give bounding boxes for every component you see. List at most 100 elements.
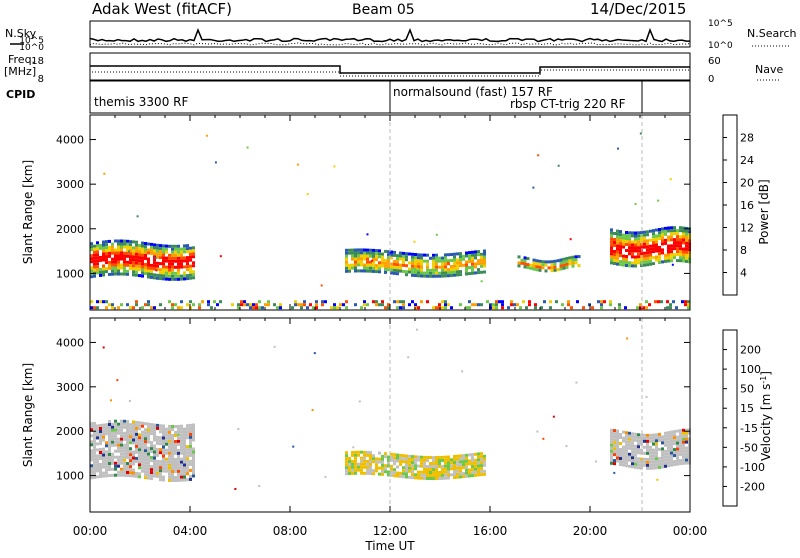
echo-cell (96, 475, 99, 479)
echo-cell (414, 262, 417, 265)
echo-cell (162, 247, 165, 251)
echo-cell (108, 450, 111, 453)
echo-cell (132, 252, 135, 256)
echo-cell (117, 440, 120, 444)
echo-cell (345, 300, 348, 304)
echo-cell (147, 269, 150, 273)
echo-cell (610, 455, 613, 459)
echo-cell (360, 459, 363, 463)
echo-cell (619, 436, 622, 439)
echo-cell (189, 273, 192, 277)
echo-cell (111, 461, 114, 465)
colorbar-tick-label: 200 (740, 344, 761, 357)
echo-cell (168, 436, 171, 440)
echo-cell (153, 456, 156, 460)
echo-cell (622, 463, 625, 467)
echo-cell (114, 440, 117, 444)
echo-cell (171, 437, 174, 440)
echo-cell (408, 466, 411, 470)
echo-cell (313, 352, 316, 355)
echo-cell (123, 464, 126, 468)
echo-cell (201, 300, 204, 304)
echo-cell (649, 229, 652, 233)
echo-cell (354, 462, 357, 466)
echo-cell (183, 475, 186, 479)
echo-cell (159, 448, 162, 452)
echo-cell (96, 442, 99, 446)
echo-cell (93, 247, 96, 251)
echo-cell (123, 467, 126, 471)
echo-cell (610, 228, 613, 232)
echo-cell (619, 260, 622, 264)
echo-cell (129, 423, 132, 427)
echo-cell (381, 469, 384, 473)
echo-cell (99, 469, 102, 472)
echo-cell (444, 256, 447, 260)
echo-cell (538, 262, 542, 266)
echo-cell (219, 300, 222, 304)
echo-cell (670, 244, 673, 248)
echo-cell (360, 248, 363, 252)
echo-cell (393, 462, 396, 466)
xtick-label: 04:00 (173, 524, 208, 538)
echo-cell (117, 443, 120, 447)
echo-cell (408, 267, 411, 271)
echo-cell (105, 258, 108, 262)
echo-cell (613, 450, 616, 454)
echo-cell (168, 256, 171, 260)
echo-cell (111, 455, 114, 459)
echo-cell (375, 303, 378, 307)
echo-cell (649, 247, 652, 251)
echo-cell (667, 434, 670, 438)
echo-cell (432, 265, 435, 269)
echo-cell (390, 470, 393, 474)
echo-cell (345, 257, 348, 261)
echo-cell (679, 462, 682, 466)
power-echoes (90, 132, 691, 310)
echo-cell (138, 439, 141, 443)
echo-cell (672, 300, 675, 304)
echo-cell (414, 473, 417, 477)
echo-cell (174, 443, 177, 446)
echo-cell (189, 474, 192, 478)
echo-cell (420, 256, 423, 260)
echo-cell (159, 427, 162, 431)
echo-cell (126, 251, 129, 255)
echo-cell (117, 458, 120, 462)
echo-cell (150, 471, 153, 475)
echo-cell (565, 445, 568, 448)
echo-cell (411, 258, 414, 262)
echo-cell (408, 303, 411, 307)
echo-cell (411, 458, 414, 462)
echo-cell (649, 250, 652, 254)
echo-cell (174, 476, 177, 479)
echo-cell (174, 464, 177, 467)
echo-cell (517, 255, 521, 259)
echo-cell (501, 306, 504, 310)
echo-cell (649, 463, 652, 467)
echo-cell (682, 461, 685, 465)
echo-cell (111, 473, 114, 477)
echo-cell (384, 258, 387, 262)
echo-cell (345, 254, 348, 258)
echo-cell (309, 303, 312, 307)
echo-cell (420, 259, 423, 263)
echo-cell (628, 243, 631, 247)
echo-cell (435, 268, 438, 272)
echo-cell (574, 255, 578, 259)
echo-cell (411, 464, 414, 468)
echo-cell (652, 235, 655, 239)
echo-cell (381, 255, 384, 259)
echo-cell (357, 269, 360, 273)
echo-cell (453, 461, 456, 464)
echo-cell (108, 453, 111, 456)
echo-cell (96, 430, 99, 434)
echo-cell (423, 458, 426, 462)
cpid-segment-3: rbsp CT-trig 220 RF (510, 97, 626, 111)
echo-cell (616, 229, 619, 233)
echo-cell (132, 267, 135, 271)
echo-cell (387, 464, 390, 468)
echo-cell (631, 444, 634, 448)
echo-cell (375, 466, 378, 470)
